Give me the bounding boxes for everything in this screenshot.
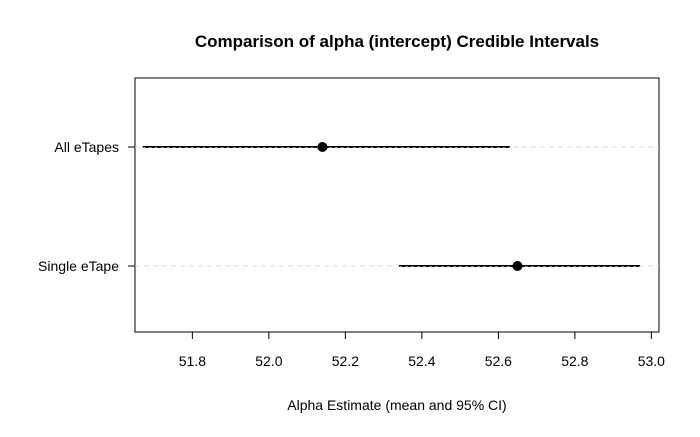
x-axis-title: Alpha Estimate (mean and 95% CI) [287,397,506,413]
x-tick-label-1: 52.0 [255,353,282,369]
chart-title: Comparison of alpha (intercept) Credible… [195,32,599,51]
x-axis: 51.8 52.0 52.2 52.4 52.6 52.8 53.0 [179,331,665,369]
plot-frame [134,77,660,333]
x-tick-label-2: 52.2 [332,353,359,369]
mean-point-0 [317,142,328,152]
interval-layer [142,142,640,271]
y-tick-label-0: All eTapes [54,139,119,155]
x-tick-label-4: 52.6 [485,353,512,369]
mean-point-1 [512,261,523,271]
x-tick-label-3: 52.4 [408,353,435,369]
x-tick-label-0: 51.8 [179,353,206,369]
y-axis: All eTapes Single eTape [38,139,135,274]
x-tick-label-6: 53.0 [638,353,665,369]
x-tick-label-5: 52.8 [561,353,588,369]
y-tick-label-1: Single eTape [38,258,119,274]
grid-lines [135,146,659,267]
